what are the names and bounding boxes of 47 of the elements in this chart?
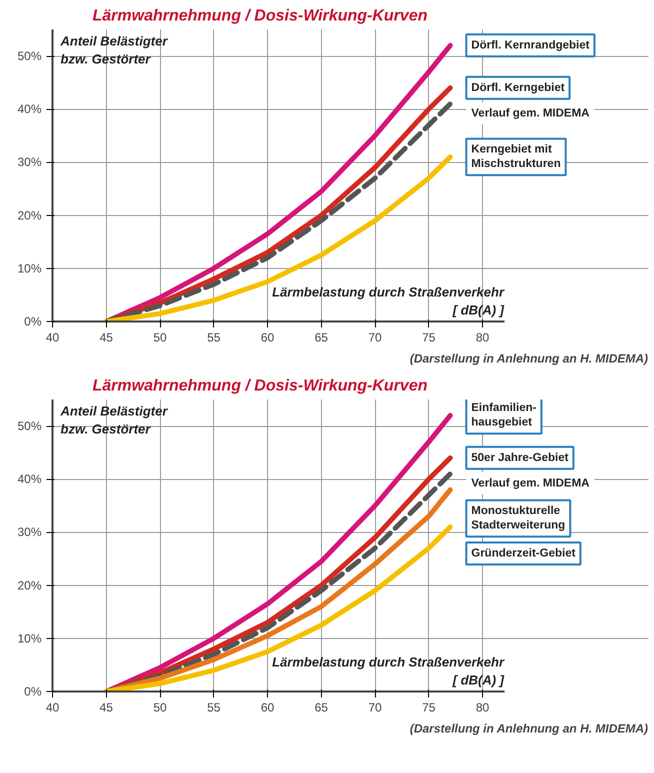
y-tick-label: 10% bbox=[17, 631, 42, 646]
x-tick-label: 50 bbox=[153, 700, 168, 714]
y-tick-label: 40% bbox=[17, 472, 42, 486]
chart-title: Lärmwahrnehmung / Dosis-Wirkung-Kurven bbox=[92, 8, 428, 24]
y-axis-title: Anteil Belästigter bzw. Gestörter bbox=[60, 404, 168, 436]
x-tick-label: 70 bbox=[368, 330, 382, 344]
x-tick-label: 55 bbox=[207, 330, 221, 344]
y-tick-label: 30% bbox=[17, 525, 42, 540]
series-label: Kerngebiet mit Mischstrukturen bbox=[471, 144, 561, 170]
series-label: Dörfl. Kernrandgebiet bbox=[471, 39, 590, 52]
y-axis-title: Anteil Belästigter bzw. Gestörter bbox=[60, 34, 168, 66]
x-tick-label: 45 bbox=[100, 330, 114, 344]
x-tick-label: 40 bbox=[46, 700, 60, 714]
x-tick-label: 55 bbox=[207, 700, 221, 714]
y-tick-label: 30% bbox=[17, 155, 42, 170]
x-axis-title: Lärmbelastung durch Straßenverkehr [ dB(A) ] bbox=[272, 284, 505, 318]
series-label: Dörfl. Kerngebiet bbox=[471, 82, 565, 94]
x-tick-label: 45 bbox=[100, 700, 114, 714]
x-tick-label: 65 bbox=[314, 700, 328, 714]
y-tick-label: 20% bbox=[17, 208, 42, 222]
text: (Darstellung in Anlehnung an H. MIDEMA) bbox=[410, 352, 648, 366]
x-tick-label: 80 bbox=[476, 700, 490, 714]
y-tick-label: 20% bbox=[17, 578, 42, 592]
x-tick-label: 80 bbox=[476, 330, 490, 344]
x-tick-label: 60 bbox=[260, 700, 275, 714]
text: Monostukturelle Stadterweiterung bbox=[471, 505, 566, 532]
x-tick-label: 40 bbox=[46, 330, 60, 344]
y-tick-label: 10% bbox=[17, 261, 42, 276]
y-tick-label: 40% bbox=[17, 102, 42, 116]
x-tick-label: 75 bbox=[422, 330, 436, 344]
x-axis-title: Lärmbelastung durch Straßenverkehr [ dB(A) ] bbox=[272, 654, 505, 688]
series-label: Verlauf gem. MIDEMA bbox=[471, 477, 590, 490]
series-label: Einfamilien- hausgebiet bbox=[471, 402, 537, 429]
x-tick-label: 65 bbox=[314, 330, 328, 344]
y-tick-label: 50% bbox=[17, 419, 42, 434]
x-tick-label: 70 bbox=[368, 700, 382, 714]
x-tick-label: 50 bbox=[153, 330, 168, 344]
y-tick-label: 50% bbox=[17, 49, 42, 64]
series-label: Verlauf gem. MIDEMA bbox=[471, 107, 590, 120]
chart-title: Lärmwahrnehmung / Dosis-Wirkung-Kurven bbox=[92, 378, 428, 394]
y-tick-label: 0% bbox=[24, 684, 42, 698]
y-tick-label: 0% bbox=[24, 314, 42, 328]
text: Gründerzeit-Gebiet bbox=[471, 547, 576, 560]
x-tick-label: 60 bbox=[260, 330, 275, 344]
series-label: 50er Jahre-Gebiet bbox=[471, 452, 569, 464]
x-tick-label: 75 bbox=[422, 700, 436, 714]
text: (Darstellung in Anlehnung an H. MIDEMA) bbox=[410, 722, 648, 736]
